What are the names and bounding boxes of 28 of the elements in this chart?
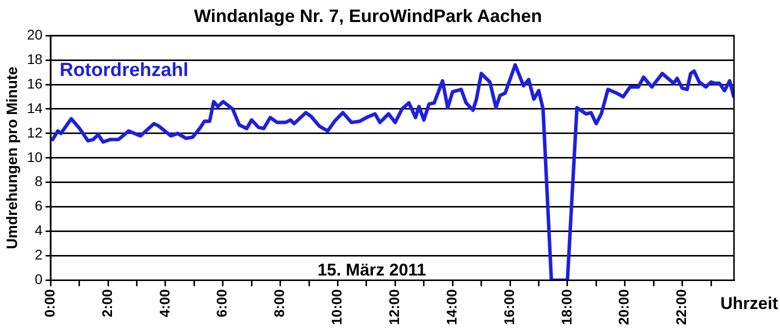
y-tick-label: 16 bbox=[26, 75, 43, 92]
y-tick-label: 12 bbox=[26, 124, 43, 140]
x-tick-label: 4:00 bbox=[156, 288, 172, 318]
x-tick-label: 8:00 bbox=[271, 288, 288, 318]
x-tick-label: 20:00 bbox=[616, 288, 632, 326]
x-tick-label: 0:00 bbox=[41, 288, 58, 318]
x-tick-label: 6:00 bbox=[214, 288, 230, 318]
y-tick-label: 8 bbox=[34, 173, 43, 190]
y-tick-label: 14 bbox=[26, 100, 43, 116]
x-tick-label: 12:00 bbox=[386, 288, 402, 326]
y-axis-title: Umdrehungen pro Minute bbox=[4, 66, 22, 250]
annotation: 15. März 2011 bbox=[317, 260, 426, 280]
y-tick-label: 0 bbox=[34, 271, 43, 288]
series-label: Rotordrehzahl bbox=[60, 60, 188, 81]
x-tick-label: 2:00 bbox=[98, 288, 115, 318]
y-tick-label: 4 bbox=[34, 222, 43, 238]
x-tick-label: 10:00 bbox=[328, 288, 345, 326]
x-axis-title: Uhrzeit bbox=[720, 294, 778, 313]
y-tick-label: 6 bbox=[34, 198, 43, 214]
x-tick-label: 14:00 bbox=[443, 288, 460, 326]
chart-title: Windanlage Nr. 7, EuroWindPark Aachen bbox=[194, 6, 542, 26]
y-tick-label: 10 bbox=[26, 148, 43, 165]
y-tick-label: 20 bbox=[26, 26, 43, 42]
x-tick-label: 18:00 bbox=[558, 288, 574, 326]
x-tick-label: 22:00 bbox=[673, 288, 690, 326]
x-tick-label: 16:00 bbox=[500, 288, 517, 326]
y-tick-label: 18 bbox=[26, 50, 43, 67]
y-tick-label: 2 bbox=[34, 246, 43, 263]
